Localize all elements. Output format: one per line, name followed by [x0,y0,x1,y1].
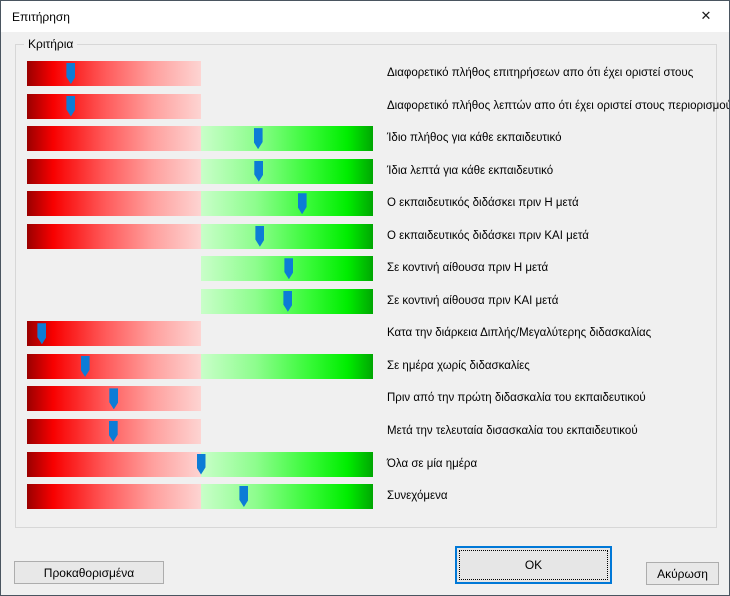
slider-handle[interactable] [37,323,47,345]
criterion-row: Ο εκπαιδευτικός διδάσκει πριν Η μετά [16,191,716,217]
slider-handle[interactable] [253,128,263,150]
slider-handle[interactable] [284,258,294,280]
criterion-label: Ίδια λεπτά για κάθε εκπαιδευτικό [387,164,554,177]
slider-track-green[interactable] [201,126,373,152]
criterion-row: Συνεχόμενα [16,484,716,509]
slider-handle[interactable] [109,388,119,410]
slider-handle[interactable] [66,95,76,117]
criterion-label: Σε κοντινή αίθουσα πριν ΚΑΙ μετά [387,294,559,307]
ok-button-label: OK [524,558,543,572]
slider-handle[interactable] [255,225,265,247]
criterion-label: Διαφορετικό πλήθος επιτηρήσεων απο ότι έ… [387,67,694,79]
criterion-label: Συνεχόμενα [387,490,448,502]
slider-track-green[interactable] [201,353,373,379]
criterion-row: Σε κοντινή αίθουσα πριν Η μετά [16,256,716,282]
criterion-label: Ίδιο πλήθος για κάθε εκπαιδευτικό [387,132,562,145]
criterion-row: Ο εκπαιδευτικός διδάσκει πριν ΚΑΙ μετά [16,223,716,249]
criterion-label: Σε ημέρα χωρίς διδασκαλίες [387,359,530,372]
criterion-label: Διαφορετικό πλήθος λεπτών απο ότι έχει ο… [387,99,730,112]
slider-track-red[interactable] [27,321,201,347]
slider-track-green[interactable] [201,191,373,217]
ok-button[interactable]: OK [455,546,612,584]
criterion-row: Σε ημέρα χωρίς διδασκαλίες [16,353,716,379]
criterion-label: Όλα σε μία ημέρα [387,457,478,470]
criterion-row: Κατα την διάρκεια Διπλής/Μεγαλύτερης διδ… [16,321,716,347]
groupbox-label: Κριτήρια [24,37,78,51]
slider-handle[interactable] [66,63,76,84]
title-bar: Επιτήρηση ✕ [1,1,729,32]
slider-track-red[interactable] [27,451,201,477]
criterion-label: Κατα την διάρκεια Διπλής/Μεγαλύτερης διδ… [387,327,652,340]
criterion-label: Ο εκπαιδευτικός διδάσκει πριν Η μετά [387,197,579,210]
slider-track-red[interactable] [27,223,201,249]
criterion-row: Διαφορετικό πλήθος λεπτών απο ότι έχει ο… [16,93,729,119]
criterion-label: Σε κοντινή αίθουσα πριν Η μετά [387,262,549,275]
slider-handle[interactable] [239,486,249,507]
defaults-button[interactable]: Προκαθορισμένα [14,561,164,584]
cancel-button[interactable]: Ακύρωση [646,562,719,585]
slider-handle[interactable] [196,453,206,475]
close-icon[interactable]: ✕ [700,8,712,23]
slider-track-red[interactable] [27,484,201,509]
slider-handle[interactable] [254,160,264,182]
slider-handle[interactable] [80,355,90,377]
criterion-row: Πριν από την πρώτη διδασκαλία του εκπαιδ… [16,386,716,412]
slider-track-green[interactable] [201,484,373,509]
criterion-row: Μετά την τελευταία δισασκαλία του εκπαιδ… [16,418,716,444]
slider-track-red[interactable] [27,158,201,184]
slider-track-green[interactable] [201,158,373,184]
criterion-label: Μετά την τελευταία δισασκαλία του εκπαιδ… [387,424,638,437]
criterion-row: Ίδια λεπτά για κάθε εκπαιδευτικό [16,158,716,184]
slider-track-red[interactable] [27,61,201,86]
slider-track-green[interactable] [201,223,373,249]
slider-handle[interactable] [108,420,118,442]
criterion-row: Όλα σε μία ημέρα [16,451,716,477]
slider-track-red[interactable] [27,353,201,379]
criterion-row: Ίδιο πλήθος για κάθε εκπαιδευτικό [16,126,716,152]
criterion-label: Ο εκπαιδευτικός διδάσκει πριν ΚΑΙ μετά [387,229,589,242]
criterion-row: Διαφορετικό πλήθος επιτηρήσεων απο ότι έ… [16,61,716,86]
criterion-row: Σε κοντινή αίθουσα πριν ΚΑΙ μετά [16,288,716,314]
criterion-label: Πριν από την πρώτη διδασκαλία του εκπαιδ… [387,392,646,405]
slider-track-red[interactable] [27,126,201,152]
slider-handle[interactable] [283,290,293,312]
slider-track-red[interactable] [27,93,201,119]
slider-track-green[interactable] [201,451,373,477]
criteria-groupbox: Κριτήρια Διαφορετικό πλήθος επιτηρήσεων … [15,37,729,528]
slider-track-red[interactable] [27,191,201,217]
window-title: Επιτήρηση [12,9,70,24]
slider-handle[interactable] [297,193,307,215]
